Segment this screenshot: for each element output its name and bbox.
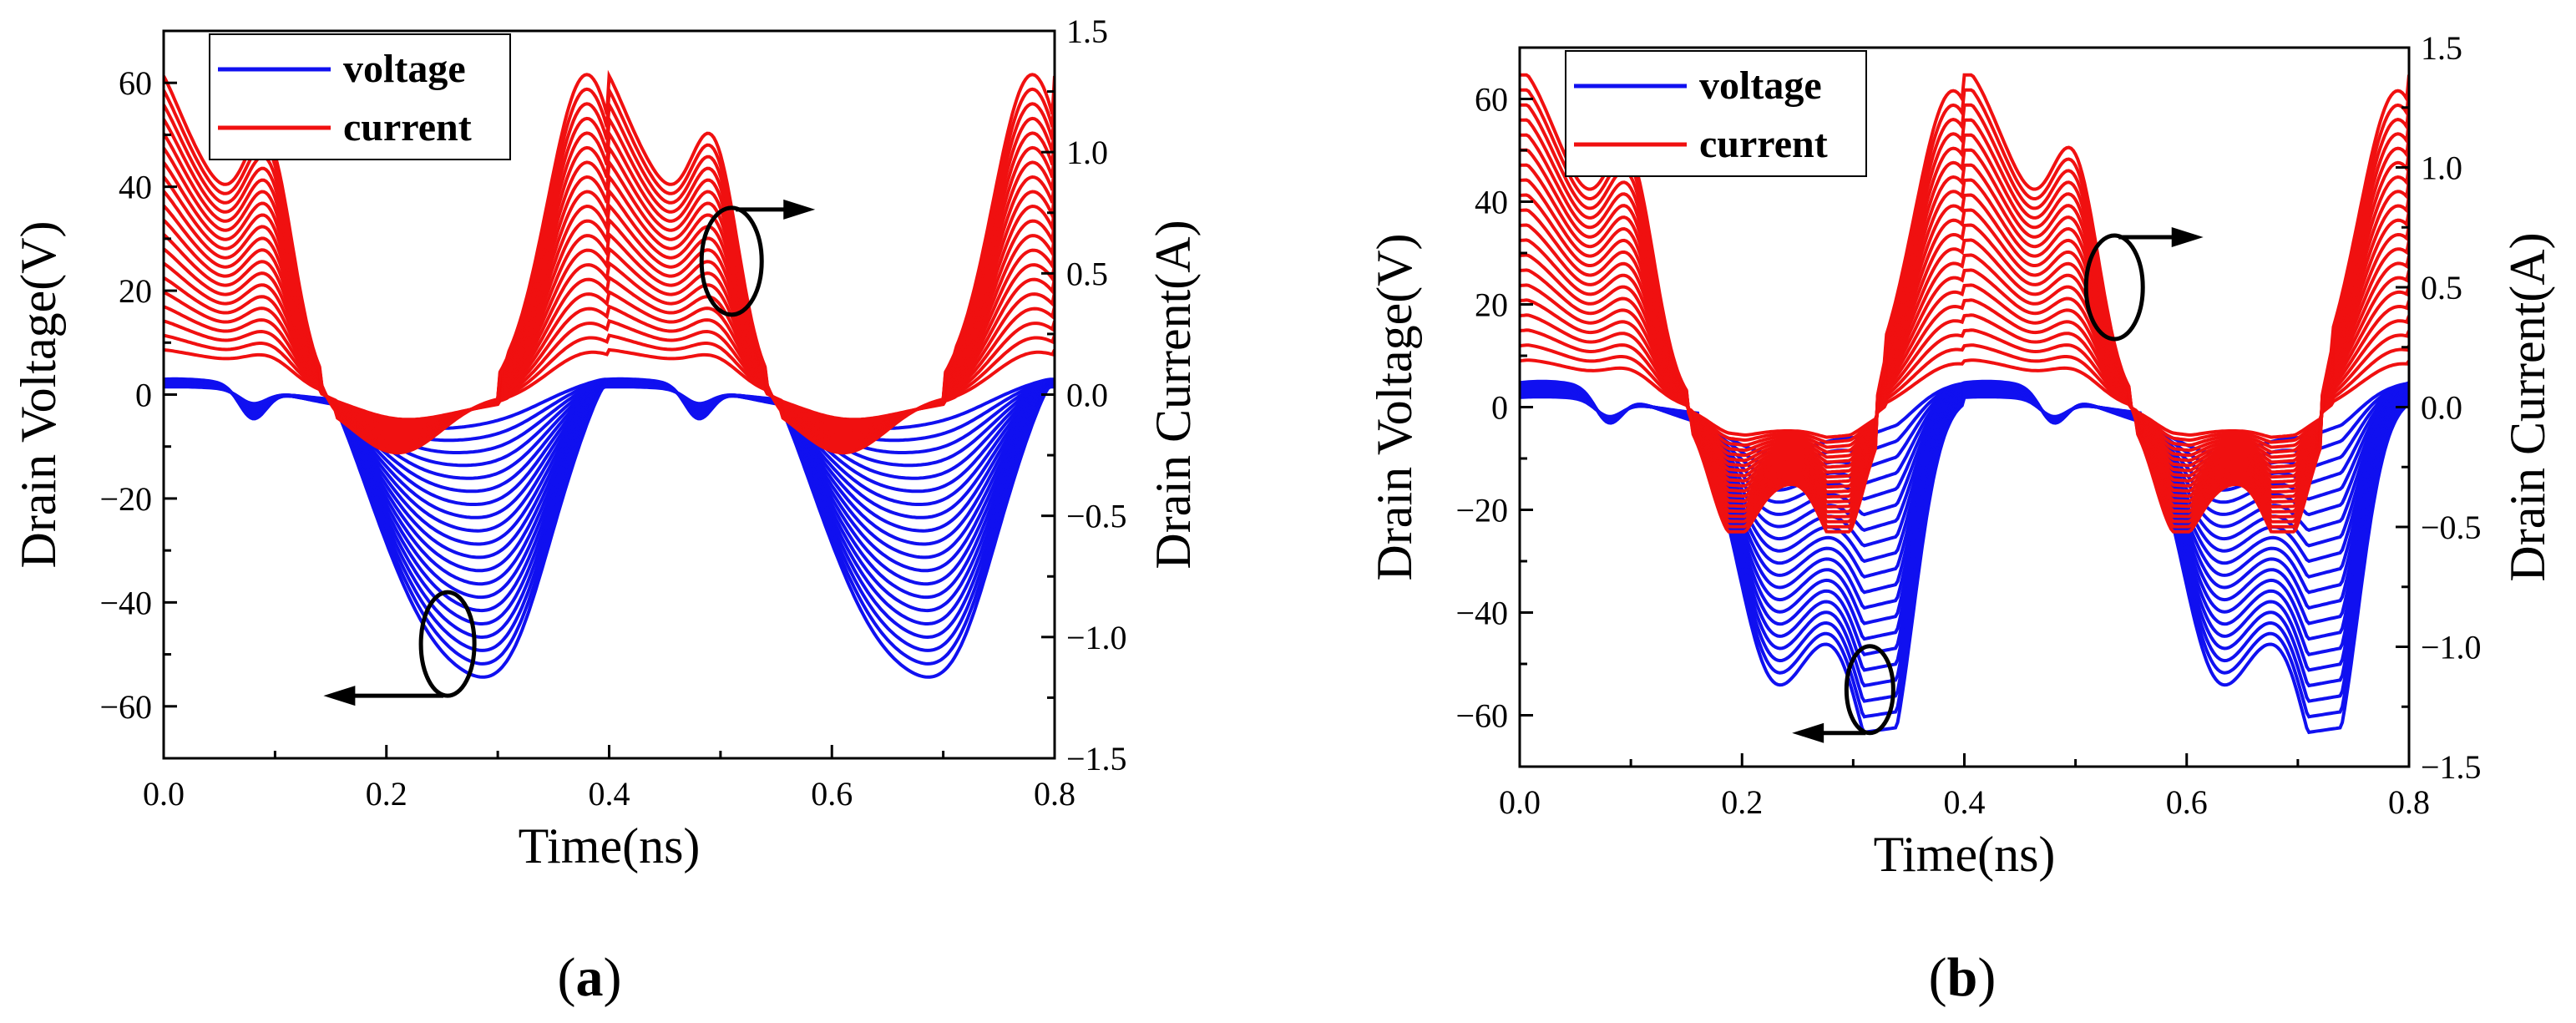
x-axis-title: Time(ns) — [519, 818, 701, 874]
y-left-tick-label: −20 — [99, 480, 152, 518]
legend-label-voltage: voltage — [343, 47, 466, 91]
voltage-curve — [164, 380, 1055, 519]
arrow-right-icon — [783, 199, 816, 220]
panel-caption: (a)(a) — [558, 947, 622, 1008]
y-axis-left: 60 40 20 0 −20 −40 −60 Drain Voltage(V) — [1367, 46, 1533, 768]
x-axis-title: Time(ns) — [1874, 827, 2056, 882]
legend-label-voltage: voltage — [1699, 63, 1822, 108]
current-curve — [1520, 343, 2409, 444]
caption-paren-open: ( — [1929, 947, 1947, 1008]
caption-letter: a — [576, 947, 604, 1008]
y-left-axis-title: Drain Voltage(V) — [11, 220, 66, 568]
voltage-curve — [164, 385, 1055, 679]
x-tick-label: 0.6 — [2166, 783, 2208, 821]
x-tick-label: 0.8 — [2388, 783, 2430, 821]
y-axis-left: 60 40 20 0 −20 −40 −60 Drain Voltage(V) — [11, 29, 177, 760]
y-right-tick-label: 0.5 — [2421, 269, 2462, 306]
current-curve — [1520, 358, 2409, 439]
annotations — [323, 199, 816, 706]
annotation-ellipse — [418, 590, 477, 698]
y-right-tick-label: 1.5 — [1066, 13, 1108, 50]
annotation-ellipse — [699, 205, 764, 317]
current-curve — [164, 69, 1055, 455]
y-left-tick-label: −40 — [1455, 595, 1508, 632]
y-axis-right: 1.5 1.0 0.5 0.0 −0.5 −1.0 −1.5 Drain Current(A) — [2396, 29, 2555, 786]
chart-panel-b: 0.0 0.2 0.4 0.6 0.8 Time(ns) 60 40 20 0 −20 −40 −60 D… — [1367, 29, 2555, 1008]
curve-family — [1520, 73, 2409, 735]
annotations — [1792, 227, 2204, 743]
caption-letter: b — [1947, 947, 1978, 1008]
legend-label-current: current — [343, 105, 472, 149]
y-right-tick-label: 0.5 — [1066, 255, 1108, 292]
y-left-tick-label: 0 — [135, 377, 152, 414]
y-right-tick-label: 0.0 — [2421, 389, 2462, 427]
legend-box — [209, 33, 511, 160]
y-right-tick-label: −1.5 — [1066, 740, 1127, 777]
caption-paren-open: ( — [558, 947, 576, 1008]
y-left-tick-label: 20 — [119, 272, 152, 310]
voltage-curve — [164, 382, 1055, 613]
legend-label-current: current — [1699, 122, 1828, 166]
arrow-left-icon — [1792, 722, 1824, 743]
y-right-tick-label: −0.5 — [2421, 509, 2482, 546]
x-tick-label: 0.0 — [1499, 783, 1541, 821]
y-right-tick-label: 0.0 — [1066, 377, 1108, 414]
y-left-tick-label: 60 — [119, 64, 152, 102]
legend: voltage current — [1565, 50, 1867, 177]
y-axis-right: 1.5 1.0 0.5 0.0 −0.5 −1.0 −1.5 Drain Current(A) — [1041, 13, 1201, 777]
legend: voltage current — [209, 33, 511, 160]
y-left-tick-label: 40 — [1475, 184, 1508, 221]
x-tick-label: 0.4 — [589, 775, 630, 813]
y-right-tick-label: 1.0 — [2421, 149, 2462, 187]
x-axis: 0.0 0.2 0.4 0.6 0.8 Time(ns) — [143, 745, 1075, 874]
y-right-tick-label: −1.0 — [1066, 619, 1127, 656]
y-right-axis-title: Drain Current(A) — [2500, 232, 2555, 581]
y-right-tick-label: 1.0 — [1066, 134, 1108, 171]
annotation-ellipse — [1844, 644, 1895, 736]
x-tick-label: 0.2 — [366, 775, 407, 813]
voltage-curve — [1520, 388, 2409, 610]
curve-family — [164, 69, 1055, 679]
y-left-tick-label: −60 — [1455, 697, 1508, 735]
y-left-tick-label: 20 — [1475, 286, 1508, 324]
current-curve — [1520, 328, 2409, 449]
voltage-curve — [1520, 394, 2409, 719]
voltage-curve — [164, 377, 1055, 454]
caption-paren-close: ) — [604, 947, 622, 1008]
voltage-curve — [164, 379, 1055, 506]
panel-caption: (b)(b) — [1929, 947, 1997, 1008]
arrow-right-icon — [2171, 227, 2204, 247]
voltage-curve — [164, 382, 1055, 586]
x-tick-label: 0.6 — [811, 775, 853, 813]
y-right-tick-label: −1.0 — [2421, 629, 2482, 666]
x-tick-label: 0.2 — [1721, 783, 1763, 821]
x-axis: 0.0 0.2 0.4 0.6 0.8 Time(ns) — [1499, 753, 2430, 882]
x-tick-label: 0.8 — [1034, 775, 1075, 813]
y-left-tick-label: −20 — [1455, 492, 1508, 529]
current-curve — [1520, 313, 2409, 454]
caption-paren-close: ) — [1977, 947, 1996, 1008]
legend-box — [1565, 50, 1867, 177]
arrow-left-icon — [323, 686, 356, 706]
y-left-axis-title: Drain Voltage(V) — [1367, 233, 1422, 580]
voltage-curve — [164, 383, 1055, 640]
x-tick-label: 0.4 — [1944, 783, 1986, 821]
current-curve — [1520, 73, 2409, 534]
y-right-tick-label: −1.5 — [2421, 748, 2482, 786]
x-tick-label: 0.0 — [143, 775, 185, 813]
voltage-curve — [1520, 395, 2409, 735]
chart-panel-a: 0.0 0.2 0.4 0.6 0.8 Time(ns) 60 40 20 0 −20 −40 −60 D… — [11, 13, 1201, 1008]
y-left-tick-label: −40 — [99, 584, 152, 621]
y-left-tick-label: 60 — [1475, 81, 1508, 119]
y-left-tick-label: 0 — [1491, 389, 1508, 427]
y-right-tick-label: 1.5 — [2421, 29, 2462, 67]
y-right-axis-title: Drain Current(A) — [1146, 220, 1201, 569]
y-left-tick-label: −60 — [99, 688, 152, 726]
y-left-tick-label: 40 — [119, 169, 152, 206]
y-right-tick-label: −0.5 — [1066, 498, 1127, 535]
voltage-curve — [164, 380, 1055, 533]
annotation-ellipse — [2083, 233, 2145, 342]
